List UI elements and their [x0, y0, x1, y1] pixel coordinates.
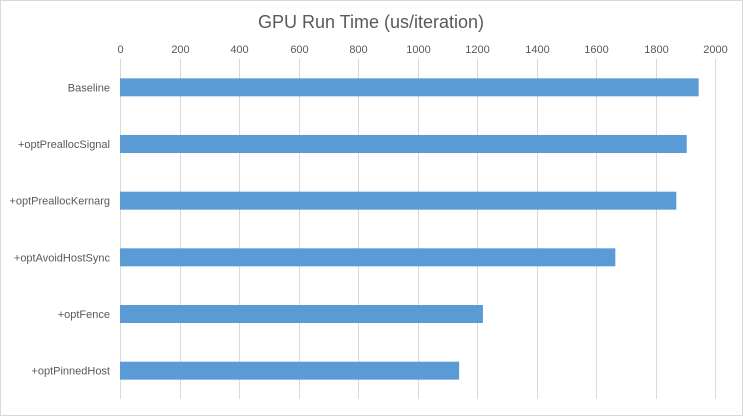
x-tick-label-800: 800	[349, 44, 367, 56]
x-tick-label-2000: 2000	[703, 44, 727, 56]
chart-title: GPU Run Time (us/iteration)	[258, 12, 484, 32]
category-label-2: +optPreallocSignal	[18, 139, 110, 151]
category-labels: Baseline +optPreallocSignal +optPreallocKe…	[9, 82, 110, 377]
x-tick-label-1600: 1600	[584, 44, 608, 56]
x-tick-label-1800: 1800	[644, 44, 668, 56]
bar-4	[120, 248, 616, 267]
category-label-6: +optPinnedHost	[31, 366, 110, 378]
bar-2	[120, 135, 687, 153]
x-tick-label-1200: 1200	[465, 44, 489, 56]
category-label-5: +optFence	[58, 309, 110, 321]
gridlines	[120, 59, 716, 399]
category-label-1: Baseline	[68, 82, 110, 94]
bars	[120, 78, 699, 380]
bar-6	[120, 361, 460, 380]
x-tick-label-0: 0	[117, 44, 123, 56]
category-label-4: +optAvoidHostSync	[14, 252, 111, 264]
x-tick-label-400: 400	[230, 44, 248, 56]
bar-3	[120, 191, 677, 210]
bar-1	[120, 78, 699, 97]
x-axis-ticks: 0 200 400 600 800 1000 1200 1400 1600 1800 2000	[117, 44, 727, 56]
bar-5	[120, 305, 483, 323]
x-tick-label-1400: 1400	[525, 44, 549, 56]
category-label-3: +optPreallocKernarg	[9, 196, 110, 208]
x-tick-label-200: 200	[171, 44, 189, 56]
x-tick-label-1000: 1000	[406, 44, 430, 56]
x-tick-label-600: 600	[290, 44, 308, 56]
